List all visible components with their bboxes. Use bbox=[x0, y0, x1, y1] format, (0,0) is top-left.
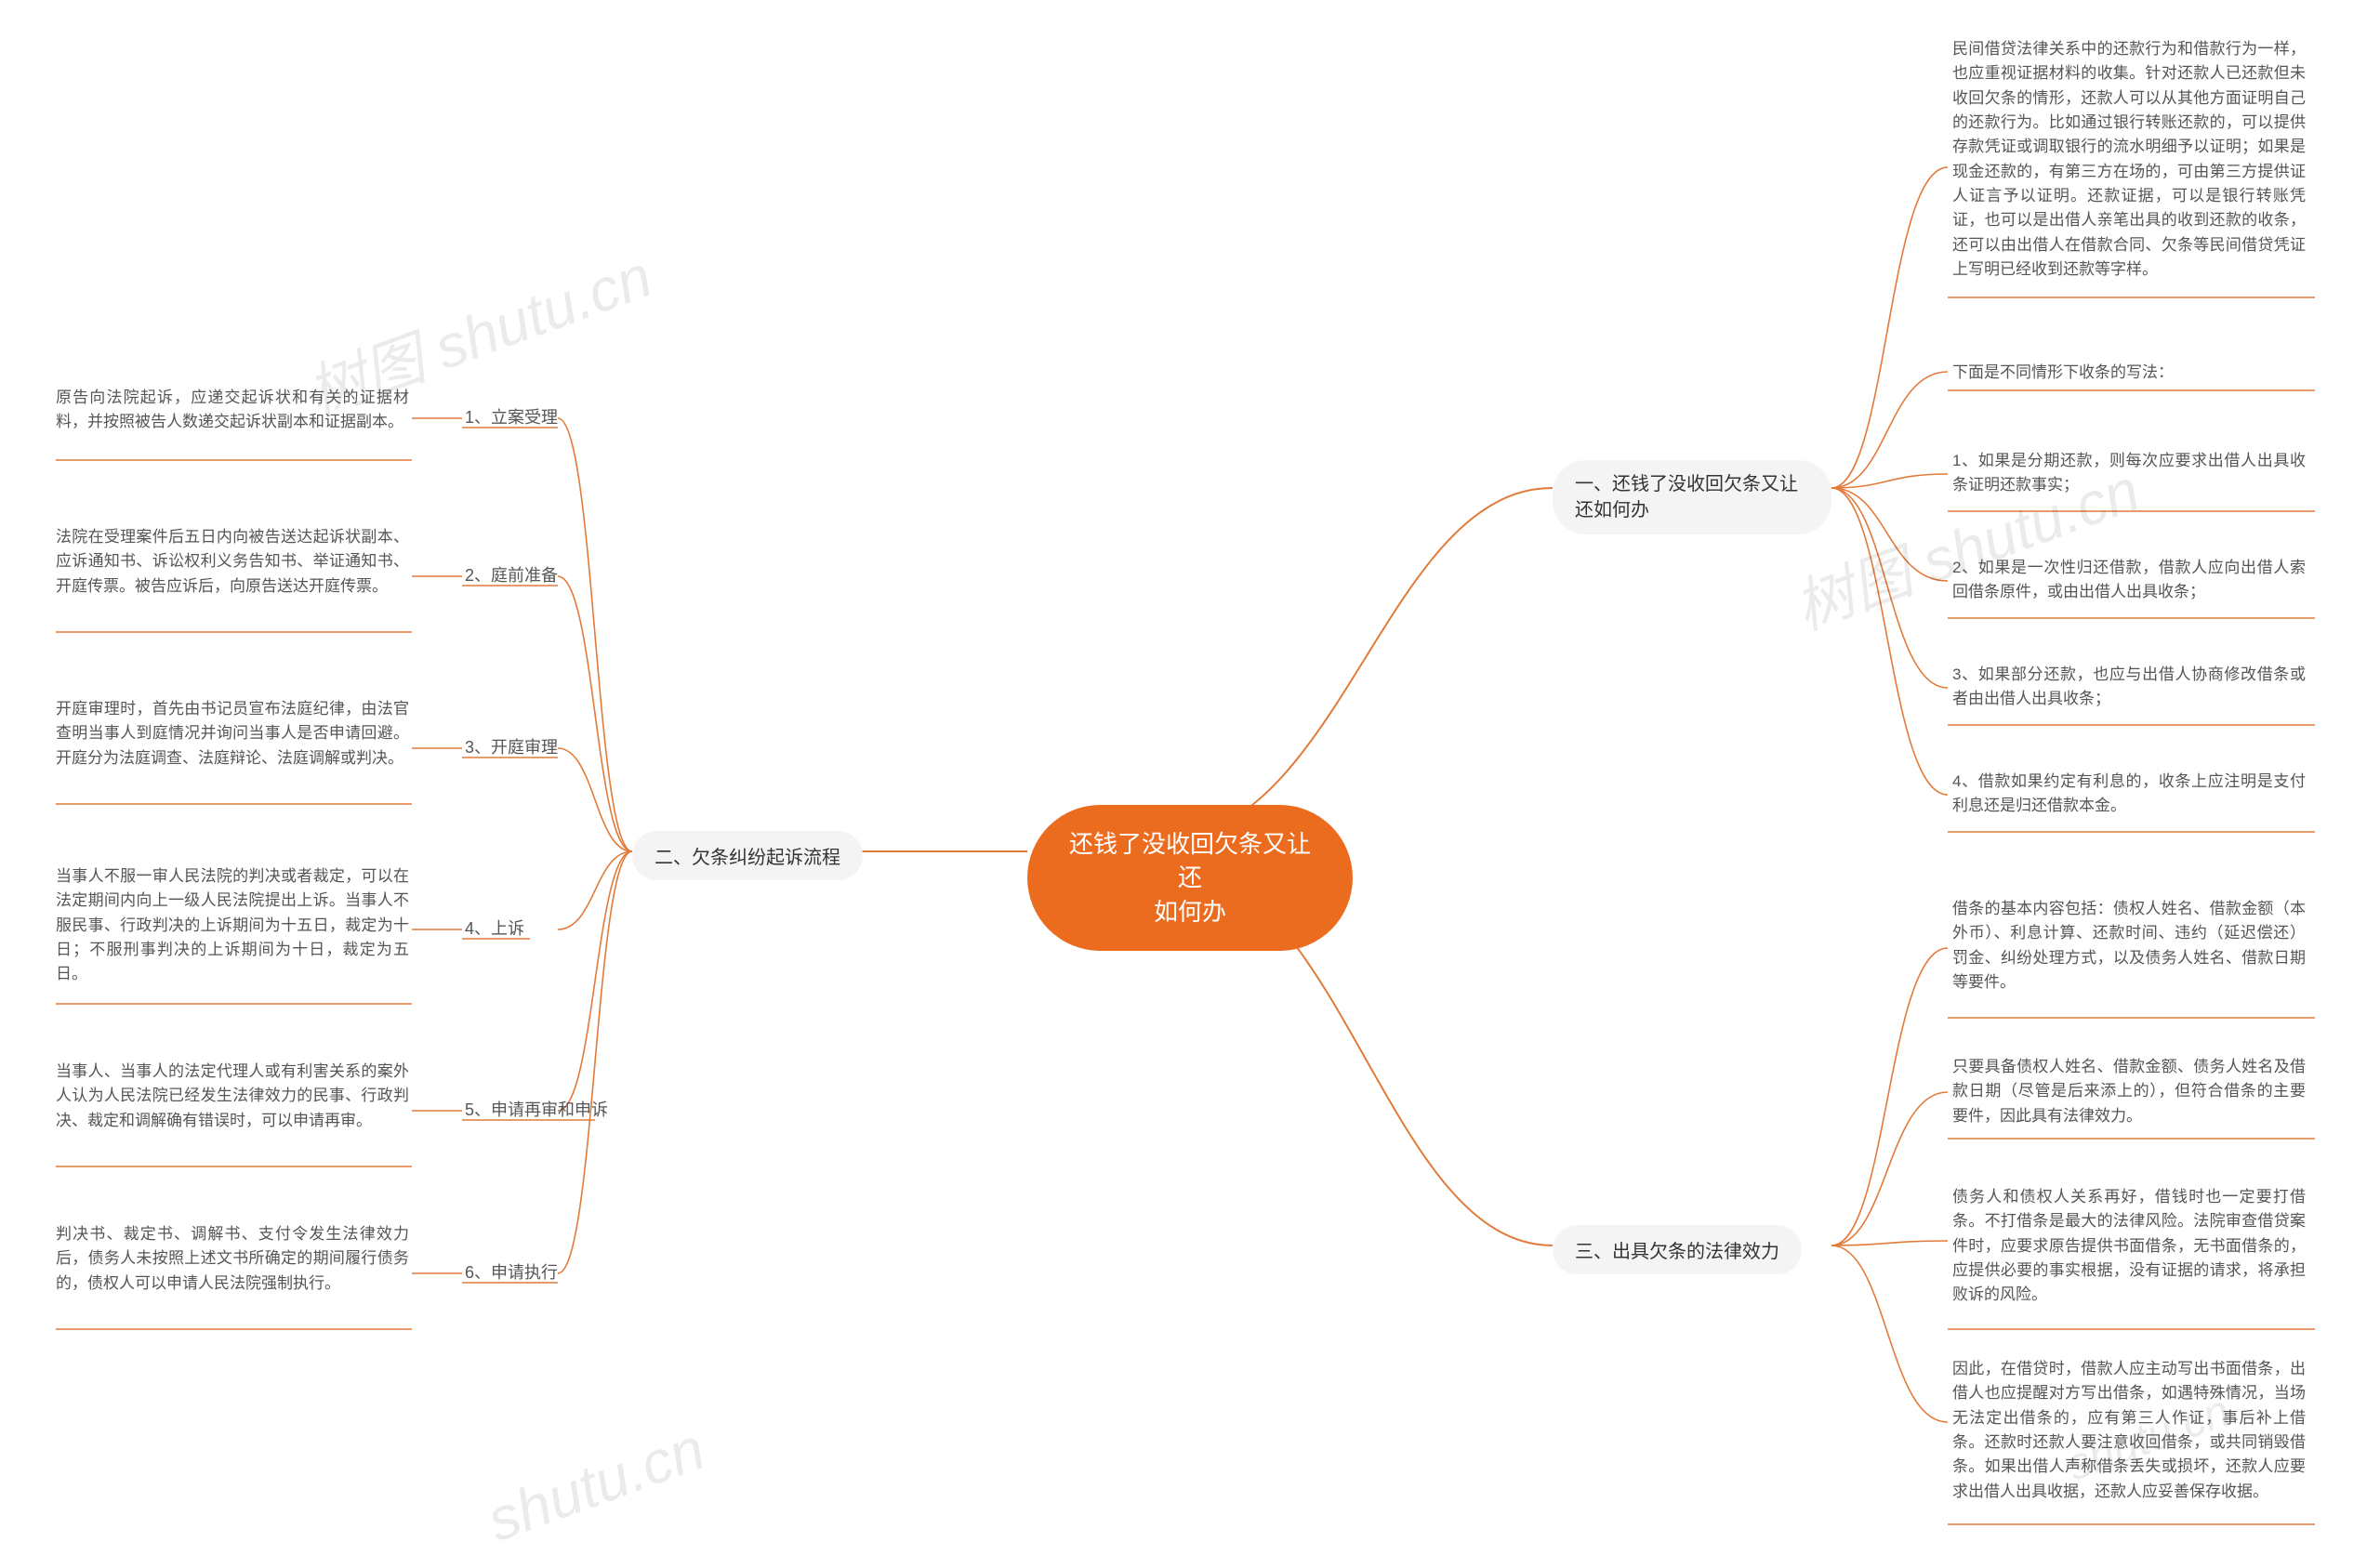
leaf-s1: 原告向法院起诉，应递交起诉状和有关的证据材料，并按照被告人数递交起诉状副本和证据… bbox=[56, 386, 409, 435]
watermark: shutu.cn bbox=[479, 1414, 714, 1555]
sub-s6: 6、申请执行 bbox=[465, 1259, 558, 1284]
leaf-s2: 法院在受理案件后五日内向被告送达起诉状副本、应诉通知书、诉讼权利义务告知书、举证… bbox=[56, 525, 409, 599]
sub-s4: 4、上诉 bbox=[465, 916, 524, 940]
leaf-r1a: 民间借贷法律关系中的还款行为和借款行为一样，也应重视证据材料的收集。针对还款人已… bbox=[1952, 37, 2306, 282]
leaf-r1b: 下面是不同情形下收条的写法： bbox=[1952, 361, 2306, 385]
mindmap-root: 还钱了没收回欠条又让还 如何办 bbox=[1027, 805, 1353, 951]
leaf-s5: 当事人、当事人的法定代理人或有利害关系的案外人认为人民法院已经发生法律效力的民事… bbox=[56, 1060, 409, 1133]
leaf-r3a: 借条的基本内容包括：债权人姓名、借款金额（本外币）、利息计算、还款时间、违约（延… bbox=[1952, 897, 2306, 995]
sub-s1: 1、立案受理 bbox=[465, 404, 558, 428]
branch-3: 三、出具欠条的法律效力 bbox=[1553, 1225, 1802, 1274]
leaf-s3: 开庭审理时，首先由书记员宣布法庭纪律，由法官查明当事人到庭情况并询问当事人是否申… bbox=[56, 697, 409, 771]
leaf-r3b: 只要具备债权人姓名、借款金额、债务人姓名及借款日期（尽管是后来添上的），但符合借… bbox=[1952, 1055, 2306, 1128]
leaf-r3c: 债务人和债权人关系再好，借钱时也一定要打借条。不打借条是最大的法律风险。法院审查… bbox=[1952, 1185, 2306, 1308]
root-line1: 还钱了没收回欠条又让还 bbox=[1069, 830, 1311, 891]
leaf-r1e: 3、如果部分还款，也应与出借人协商修改借条或者由出借人出具收条； bbox=[1952, 663, 2306, 712]
leaf-r3d: 因此，在借贷时，借款人应主动写出书面借条，出借人也应提醒对方写出借条，如遇特殊情… bbox=[1952, 1357, 2306, 1504]
branch-1: 一、还钱了没收回欠条又让还如何办 bbox=[1553, 460, 1831, 534]
root-line2: 如何办 bbox=[1154, 898, 1226, 926]
leaf-r1d: 2、如果是一次性归还借款，借款人应向出借人索回借条原件，或由出借人出具收条； bbox=[1952, 556, 2306, 605]
leaf-s6: 判决书、裁定书、调解书、支付令发生法律效力后，债务人未按照上述文书所确定的期间履… bbox=[56, 1222, 409, 1296]
sub-s5: 5、申请再审和申诉 bbox=[465, 1097, 608, 1121]
sub-s3: 3、开庭审理 bbox=[465, 734, 558, 758]
leaf-r1c: 1、如果是分期还款，则每次应要求出借人出具收条证明还款事实； bbox=[1952, 449, 2306, 498]
leaf-s4: 当事人不服一审人民法院的判决或者裁定，可以在法定期间内向上一级人民法院提出上诉。… bbox=[56, 864, 409, 987]
leaf-r1f: 4、借款如果约定有利息的，收条上应注明是支付利息还是归还借款本金。 bbox=[1952, 770, 2306, 819]
sub-s2: 2、庭前准备 bbox=[465, 562, 558, 586]
branch-2: 二、欠条纠纷起诉流程 bbox=[632, 831, 863, 880]
